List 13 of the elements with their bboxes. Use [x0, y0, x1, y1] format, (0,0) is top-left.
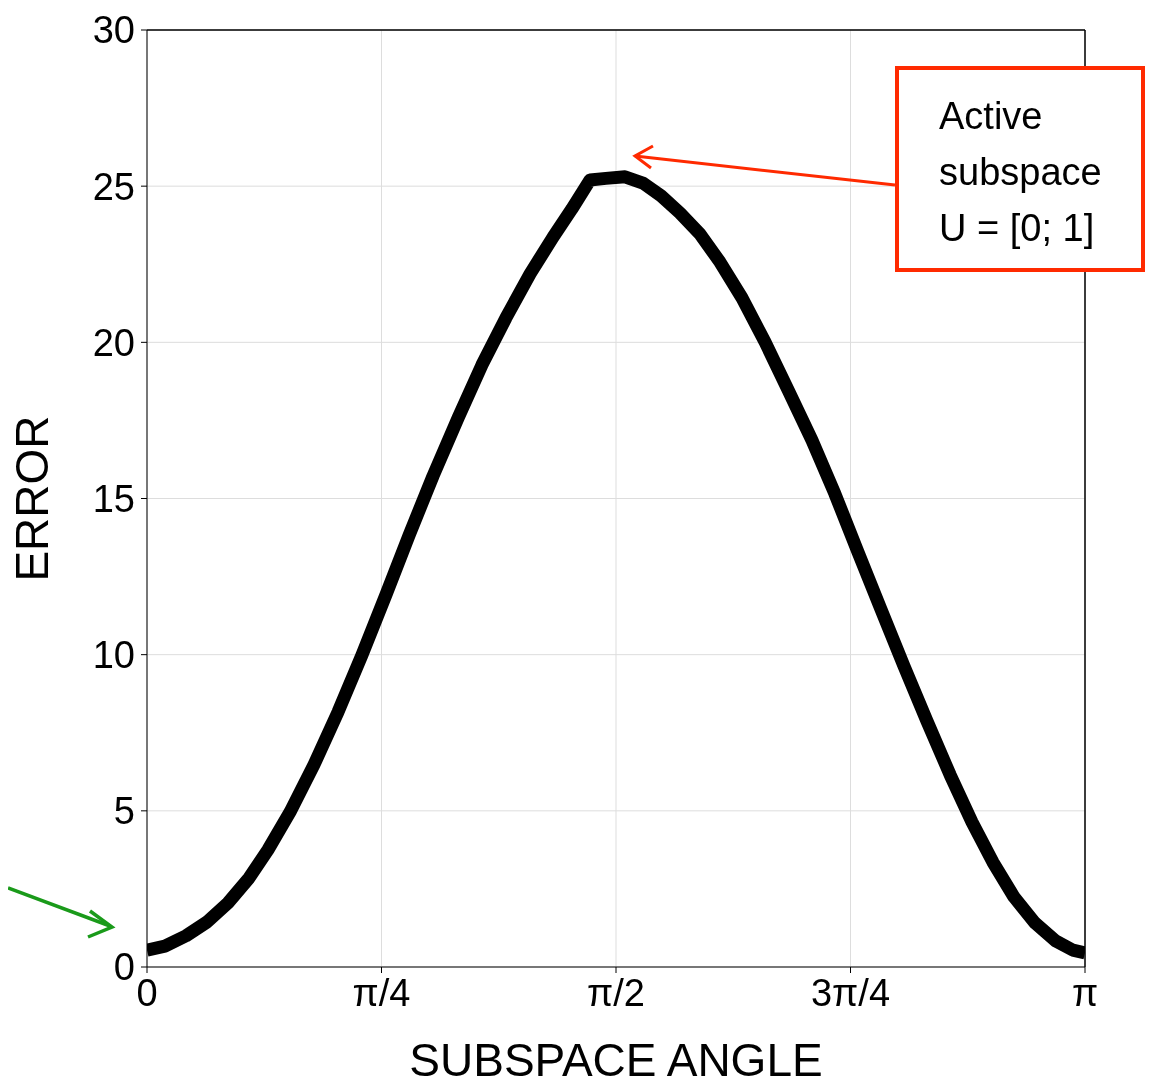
x-tick-label: π	[1071, 971, 1099, 1014]
y-tick-label: 25	[92, 165, 135, 208]
y-tick-label: 10	[92, 634, 135, 677]
x-tick-label: π/2	[587, 971, 645, 1014]
y-axis-title: ERROR	[6, 415, 58, 582]
y-tick-label: 20	[92, 321, 135, 364]
y-tick-label: 15	[92, 477, 135, 520]
annotation: Active subspace U = [0; 1]	[895, 66, 1145, 272]
y-tick-label: 30	[92, 9, 135, 52]
y-tick-label: 5	[113, 790, 135, 833]
x-axis-title: SUBSPACE ANGLE	[409, 1034, 823, 1082]
x-tick-label: π/4	[352, 971, 411, 1014]
x-tick-label: 3π/4	[810, 971, 891, 1014]
